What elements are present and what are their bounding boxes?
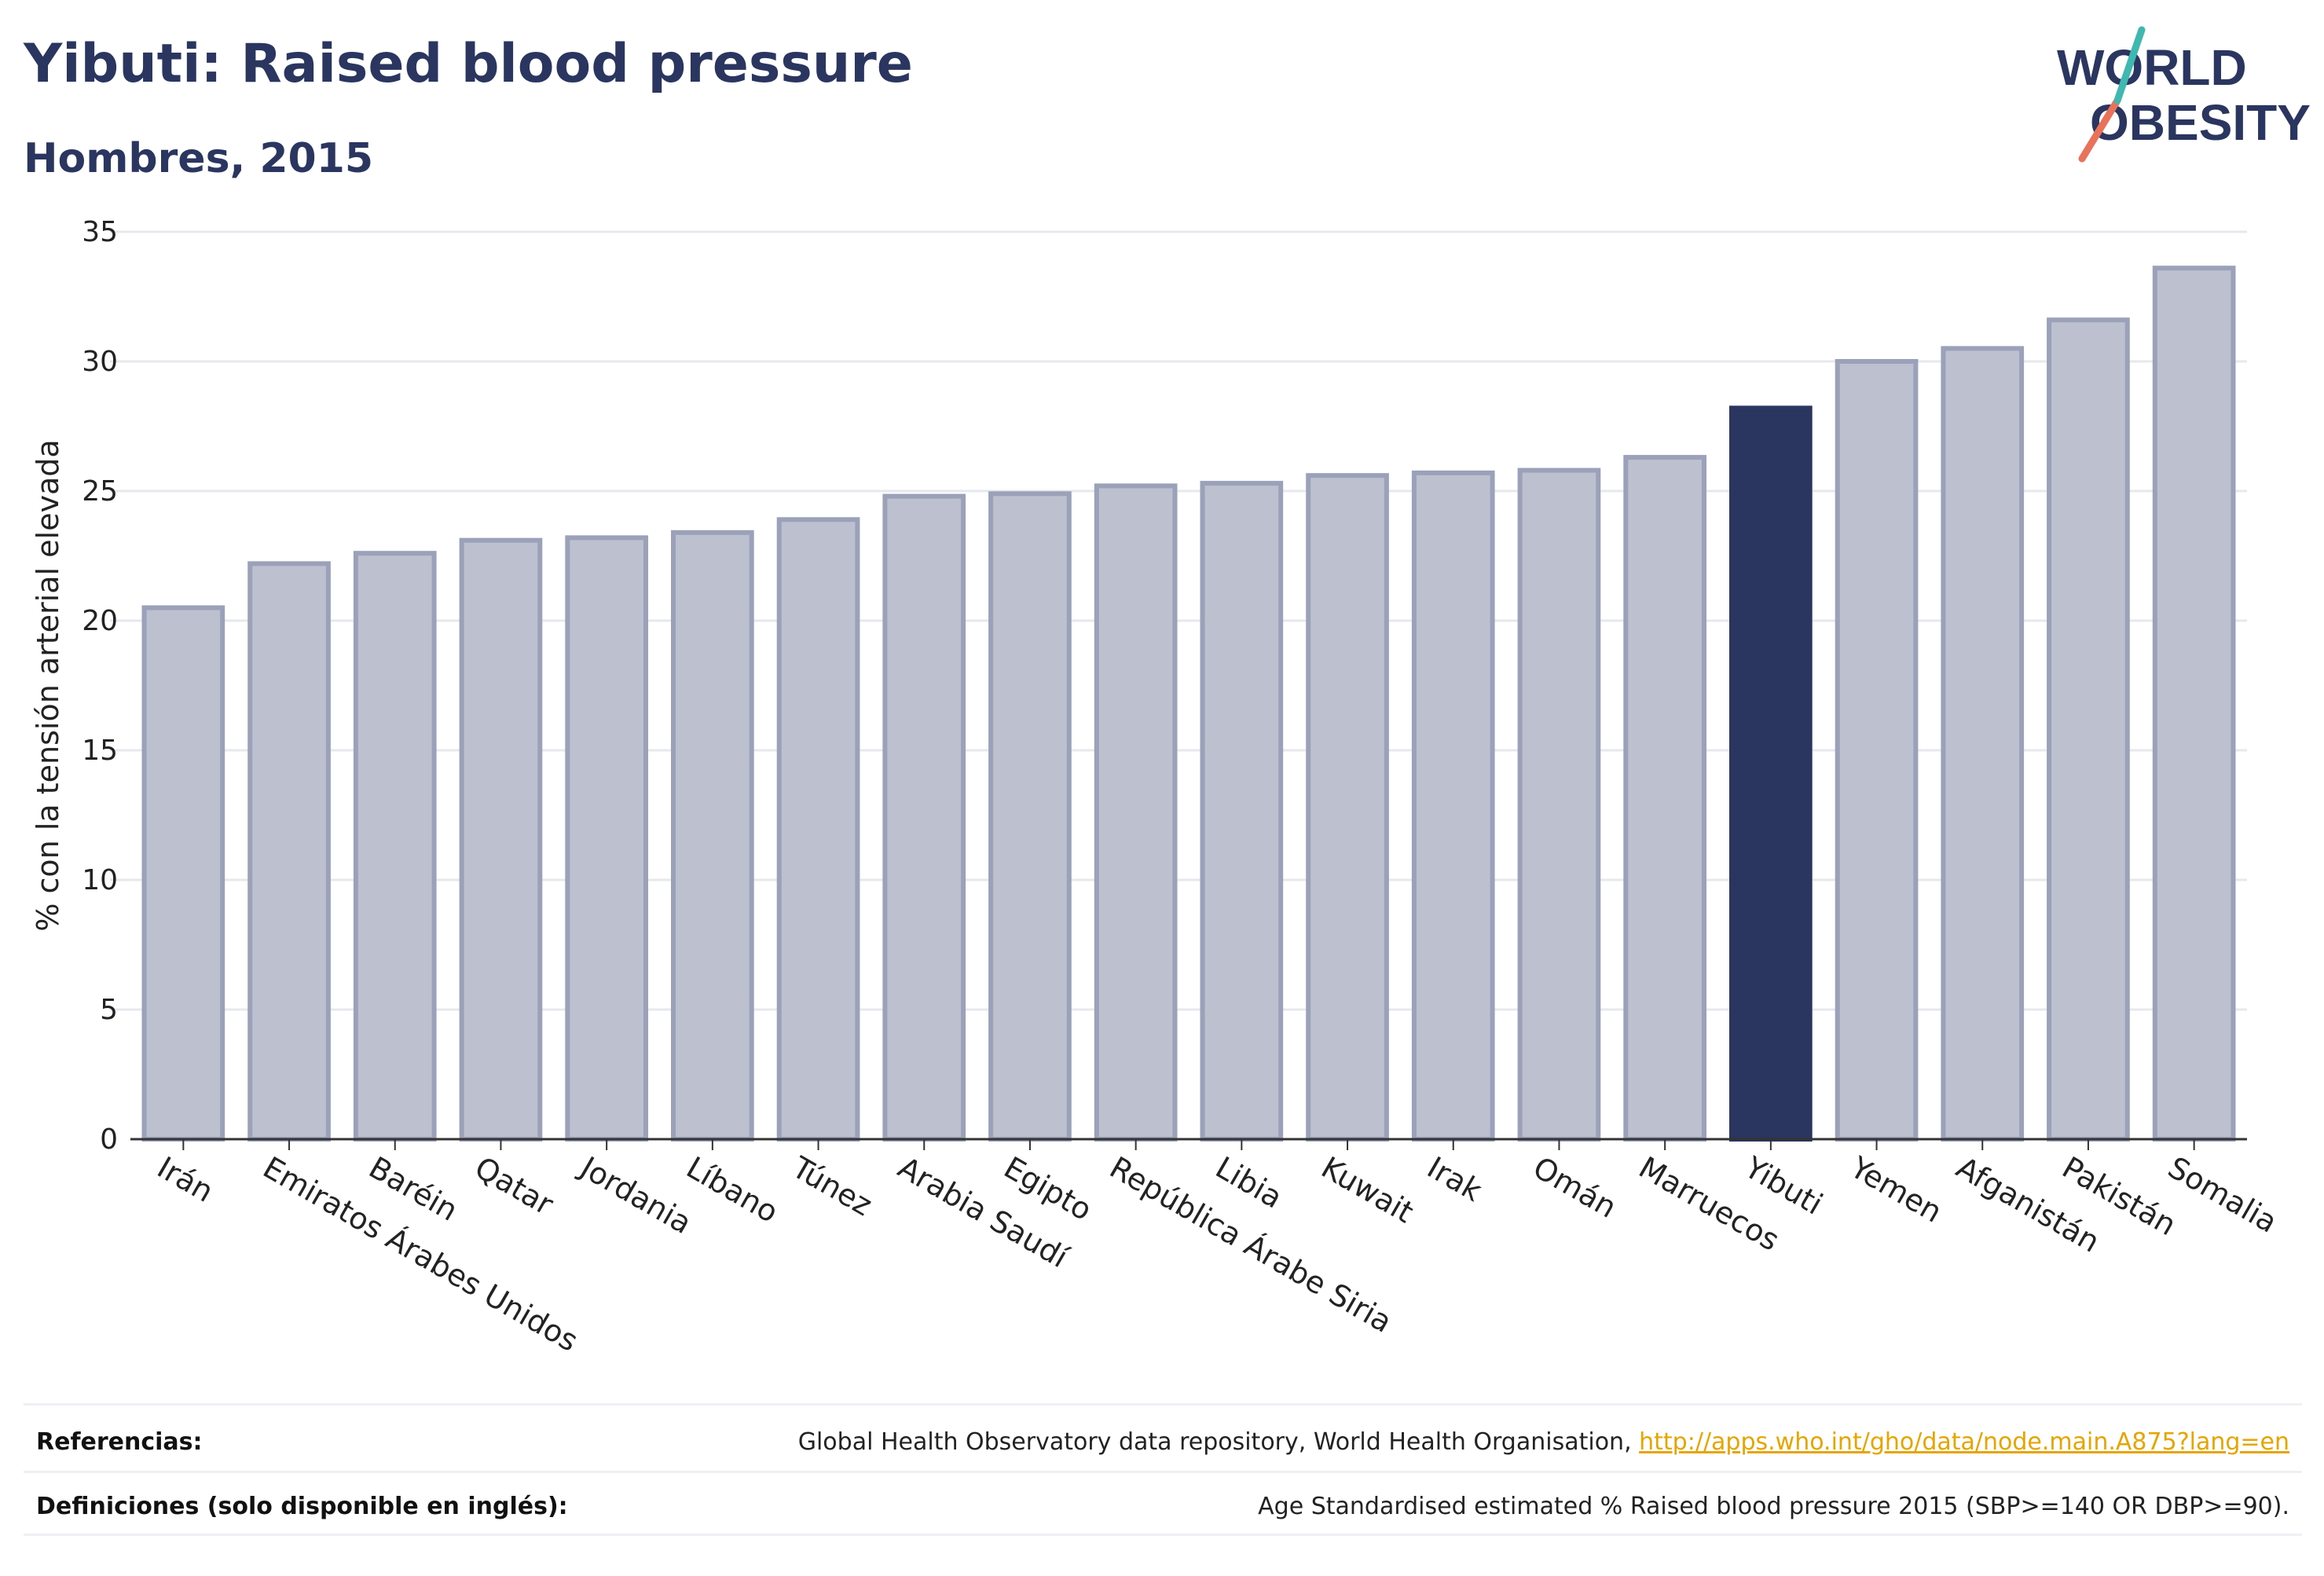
- world-obesity-logo: WORLD OBESITY: [2057, 26, 2310, 163]
- y-tick-label: 25: [82, 475, 118, 508]
- references-source: Global Health Observatory data repositor…: [797, 1428, 1640, 1456]
- y-tick-label: 5: [100, 994, 118, 1026]
- y-tick-label: 15: [82, 735, 118, 767]
- x-tick-label: Líbano: [680, 1150, 784, 1230]
- logo-line-1: WORLD: [2057, 39, 2247, 96]
- y-tick-label: 20: [82, 605, 118, 637]
- definitions-label: Definiciones (solo disponible en inglés)…: [36, 1493, 568, 1520]
- x-tick-label: Irak: [1421, 1150, 1487, 1208]
- footer-divider-top: [24, 1403, 2302, 1406]
- x-tick-label: Libia: [1210, 1150, 1288, 1215]
- bar: [2047, 317, 2130, 1142]
- x-tick-label: Qatar: [469, 1150, 559, 1222]
- bar: [776, 517, 860, 1142]
- bar: [1835, 359, 1919, 1142]
- x-tick-label: Somalia: [2162, 1150, 2283, 1240]
- bar: [141, 605, 225, 1142]
- bar-chart: 0 5 10 15 20 25 30 35 % con la tensión arterial …: [31, 216, 2283, 1358]
- bar: [1200, 481, 1284, 1142]
- definitions-text: Age Standardised estimated % Raised bloo…: [1258, 1493, 2289, 1520]
- x-tick-label: Kuwait: [1316, 1150, 1420, 1230]
- logo-slash-red: [2078, 97, 2121, 163]
- logo-line-2: OBESITY: [2090, 94, 2310, 151]
- bar: [1411, 470, 1495, 1142]
- y-tick-label: 0: [100, 1123, 118, 1156]
- y-axis-label: % con la tensión arterial elevada: [31, 439, 65, 931]
- bar: [353, 551, 437, 1142]
- bar: [1306, 473, 1389, 1142]
- bar: [882, 493, 966, 1142]
- y-tick-label: 30: [82, 346, 118, 378]
- footer-divider-bottom: [24, 1534, 2302, 1536]
- x-tick-label: Irán: [152, 1150, 219, 1209]
- bar: [1941, 346, 2025, 1142]
- y-tick-label: 10: [82, 864, 118, 896]
- y-tick-label: 35: [82, 216, 118, 248]
- footer-divider-middle: [24, 1471, 2302, 1473]
- bar: [459, 537, 543, 1142]
- references-link[interactable]: http://apps.who.int/gho/data/node.main.A…: [1639, 1428, 2289, 1456]
- logo-slash-teal: [2113, 26, 2146, 104]
- x-tick-label: Túnez: [786, 1149, 878, 1222]
- x-tick-label: Jordania: [574, 1149, 698, 1241]
- chart-subtitle: Hombres, 2015: [24, 135, 374, 182]
- bar: [988, 491, 1072, 1142]
- bar: [671, 530, 754, 1142]
- bar: [1729, 405, 1813, 1142]
- chart-title: Yibuti: Raised blood pressure: [24, 33, 913, 95]
- bar: [565, 535, 648, 1142]
- bar: [1094, 483, 1178, 1142]
- bar: [1517, 467, 1601, 1142]
- references-label: Referencias:: [36, 1428, 203, 1456]
- x-tick-label: Yemen: [1844, 1149, 1948, 1230]
- bar: [247, 561, 331, 1142]
- x-tick-label: Omán: [1527, 1150, 1622, 1225]
- references-text: Global Health Observatory data repositor…: [798, 1428, 2289, 1456]
- bar: [1623, 455, 1706, 1142]
- bar: [2152, 266, 2236, 1142]
